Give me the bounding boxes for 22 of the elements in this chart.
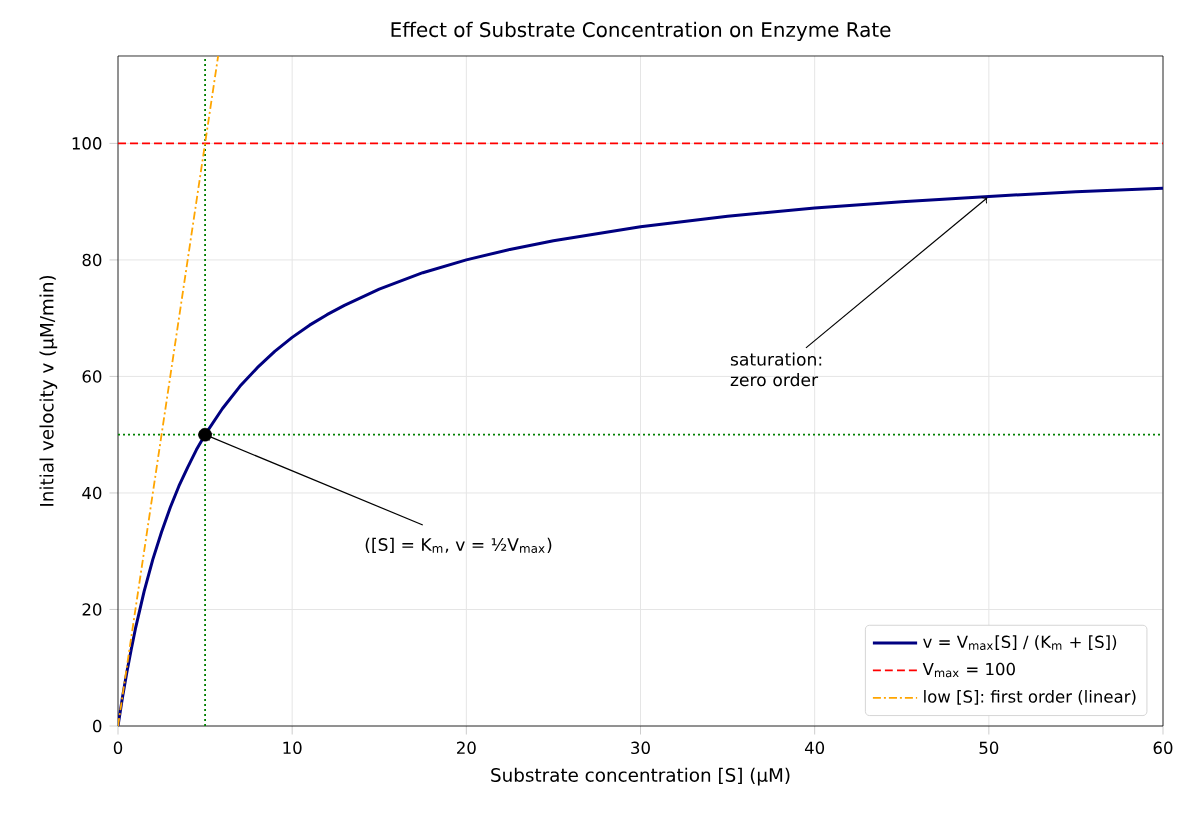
legend-label: low [S]: first order (linear) bbox=[924, 690, 1136, 705]
y-axis-title: Initial velocity v (μM/min) bbox=[39, 275, 58, 506]
x-tick-label: 50 bbox=[979, 741, 999, 755]
legend-label: v = V$_{max}$[S] / (K$_{m}$ + [S]) bbox=[923, 635, 1117, 651]
legend-label: V$_{max}$ = 100 bbox=[922, 662, 1015, 678]
y-tick-label: 100 bbox=[72, 137, 102, 150]
x-tick-label: 60 bbox=[1153, 741, 1173, 755]
chart-title: Effect of Substrate Concentration on Enzyme Rate bbox=[391, 21, 891, 41]
x-tick-label: 0 bbox=[113, 741, 123, 755]
y-tick-label: 20 bbox=[82, 603, 102, 616]
annotation: ([S] = K$_{m}$, v = ½V$_{max}$) bbox=[365, 537, 552, 554]
x-tick-label: 30 bbox=[631, 741, 650, 755]
y-tick-label: 60 bbox=[82, 370, 102, 383]
y-tick-label: 40 bbox=[82, 486, 102, 500]
annotation: saturation: zero order bbox=[730, 352, 822, 387]
line-series bbox=[118, 186, 1163, 726]
x-axis-title: Substrate concentration [S] (μM) bbox=[491, 767, 790, 786]
x-tick-label: 10 bbox=[283, 741, 302, 755]
y-tick-label: 0 bbox=[93, 719, 102, 733]
y-tick-label: 80 bbox=[82, 253, 102, 267]
x-tick-label: 20 bbox=[457, 741, 476, 755]
x-tick-label: 40 bbox=[804, 741, 825, 755]
